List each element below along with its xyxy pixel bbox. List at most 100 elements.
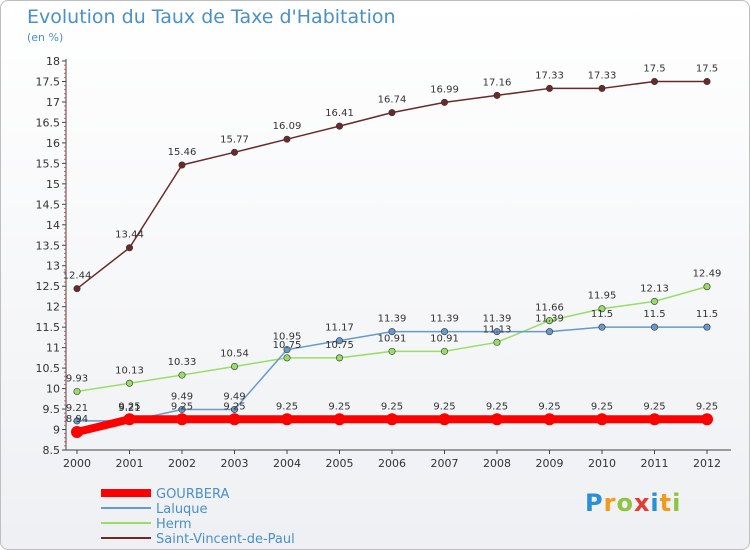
data-label: 9.25 — [486, 401, 508, 412]
data-label: 9.25 — [696, 401, 718, 412]
x-tick-label: 2007 — [431, 457, 459, 470]
data-label: 17.16 — [483, 77, 512, 88]
data-label: 16.99 — [430, 84, 459, 95]
data-point — [545, 317, 553, 325]
data-point — [388, 328, 396, 336]
data-point — [228, 413, 241, 426]
data-label: 10.75 — [273, 340, 302, 351]
data-point — [493, 328, 501, 336]
x-tick-label: 2003 — [221, 457, 249, 470]
data-label: 16.09 — [273, 121, 302, 132]
data-point — [178, 405, 186, 413]
data-label: 9.25 — [433, 401, 455, 412]
x-tick-label: 2000 — [63, 457, 91, 470]
y-tick-label: 8.5 — [43, 444, 61, 457]
data-point — [545, 328, 553, 336]
data-label: 9.25 — [328, 401, 350, 412]
y-tick-label: 18 — [46, 55, 60, 68]
data-label: 8.94 — [66, 414, 88, 425]
data-label: 11.5 — [643, 309, 665, 320]
data-label: 11.17 — [325, 323, 354, 334]
data-point — [650, 297, 658, 305]
logo-letter: P — [585, 489, 604, 517]
data-label: 11.13 — [483, 324, 512, 335]
data-point — [126, 379, 134, 387]
data-label: 12.44 — [63, 271, 92, 282]
data-point — [178, 161, 186, 169]
data-point — [123, 413, 136, 426]
data-point — [596, 413, 608, 426]
x-tick-label: 2006 — [378, 457, 406, 470]
data-point — [598, 323, 606, 331]
data-label: 17.33 — [535, 70, 564, 81]
data-label: 11.39 — [483, 314, 512, 325]
data-point — [545, 84, 553, 92]
logo-letter: r — [603, 489, 617, 517]
y-tick-label: 17.5 — [36, 75, 61, 88]
data-point — [281, 413, 293, 426]
data-point — [701, 413, 713, 426]
legend-label: Saint-Vincent-de-Paul — [156, 532, 295, 547]
data-point — [283, 346, 291, 354]
data-point — [650, 77, 658, 85]
data-label: 9.25 — [643, 401, 665, 412]
logo-letter: i — [650, 489, 660, 517]
y-tick-label: 12 — [46, 301, 60, 314]
data-label: 10.75 — [325, 340, 354, 351]
data-label: 9.25 — [381, 401, 403, 412]
data-point — [73, 387, 81, 395]
y-tick-label: 14 — [46, 219, 60, 232]
data-label: 10.13 — [115, 365, 144, 376]
proxiti-logo: Proxiti — [585, 489, 681, 517]
data-label: 10.54 — [220, 348, 249, 359]
data-label: 9.25 — [538, 401, 560, 412]
data-label: 17.5 — [696, 63, 718, 74]
y-tick-label: 16.5 — [36, 116, 61, 129]
data-point — [543, 413, 556, 426]
data-point — [231, 148, 239, 156]
data-point — [283, 135, 291, 143]
data-label: 9.21 — [118, 403, 140, 414]
y-tick-label: 13.5 — [36, 239, 61, 252]
y-tick-label: 16 — [46, 137, 60, 150]
data-point — [71, 425, 83, 438]
logo-letter: t — [659, 489, 673, 517]
data-label: 17.5 — [643, 63, 665, 74]
data-label: 16.41 — [325, 108, 354, 119]
data-label: 9.25 — [591, 401, 613, 412]
data-label: 10.91 — [430, 333, 459, 344]
chart-title: Evolution du Taux de Taxe d'Habitation — [27, 6, 396, 28]
data-point — [703, 323, 711, 331]
data-point — [438, 413, 451, 426]
data-label: 9.25 — [276, 401, 298, 412]
data-point — [231, 405, 239, 413]
data-label: 9.93 — [66, 373, 88, 384]
x-tick-label: 2004 — [273, 457, 301, 470]
data-label: 11.5 — [591, 309, 613, 320]
data-label: 10.33 — [168, 357, 197, 368]
data-label: 9.49 — [223, 391, 245, 402]
data-label: 11.66 — [535, 303, 564, 314]
data-point — [703, 77, 711, 85]
y-tick-label: 14.5 — [36, 198, 61, 211]
data-point — [598, 305, 606, 313]
data-label: 9.25 — [223, 401, 245, 412]
y-tick-label: 11 — [46, 342, 60, 355]
y-tick-label: 11.5 — [36, 321, 61, 334]
data-label: 11.39 — [378, 314, 407, 325]
data-label: 17.33 — [588, 70, 617, 81]
y-tick-label: 17 — [46, 96, 60, 109]
data-point — [388, 109, 396, 117]
x-tick-label: 2001 — [116, 457, 144, 470]
data-label: 9.49 — [171, 391, 193, 402]
data-point — [440, 347, 448, 355]
x-tick-label: 2012 — [693, 457, 721, 470]
y-tick-label: 15 — [46, 178, 60, 191]
data-label: 11.5 — [696, 309, 718, 320]
data-point — [440, 98, 448, 106]
data-point — [650, 323, 658, 331]
logo-letter: o — [616, 489, 634, 517]
x-tick-label: 2011 — [641, 457, 669, 470]
